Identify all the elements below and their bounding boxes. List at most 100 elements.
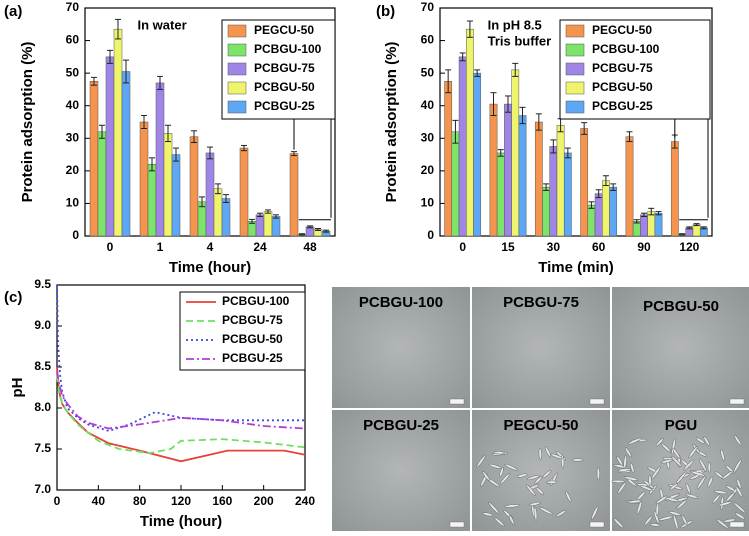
cell xyxy=(504,504,520,508)
x-tick-label: 0 xyxy=(107,240,114,254)
bar xyxy=(587,204,596,237)
image-label: PGU xyxy=(665,417,698,434)
error-bar xyxy=(679,233,686,236)
bar xyxy=(213,188,223,237)
cell xyxy=(671,438,676,455)
error-bar xyxy=(550,139,557,154)
y-tick-label: 9.0 xyxy=(34,318,51,332)
line-series xyxy=(56,370,306,430)
cell xyxy=(528,501,542,507)
x-axis-label: Time (hour) xyxy=(140,513,222,530)
y-tick-label: 8.0 xyxy=(34,400,51,414)
cell xyxy=(698,458,707,472)
bar xyxy=(692,224,701,237)
error-bar xyxy=(490,92,497,116)
cell xyxy=(669,483,679,491)
x-tick-label: 1 xyxy=(157,240,164,254)
x-tick-label: 120 xyxy=(171,494,191,508)
error-bar xyxy=(535,113,542,131)
cell xyxy=(720,449,725,462)
cell xyxy=(651,466,661,480)
error-bar xyxy=(123,59,129,84)
bar xyxy=(518,115,527,237)
y-tick-label: 0 xyxy=(427,228,434,242)
line-series xyxy=(56,375,306,455)
error-bar xyxy=(91,76,97,86)
bar xyxy=(609,186,618,237)
cell xyxy=(688,446,698,459)
y-tick-label: 50 xyxy=(421,65,435,79)
micrograph: PCBGU-100 xyxy=(332,287,470,408)
legend-swatch xyxy=(565,100,585,114)
error-bar xyxy=(249,218,255,224)
bar xyxy=(289,153,299,237)
bar xyxy=(473,72,482,237)
cell xyxy=(712,494,721,504)
y-tick-label: 60 xyxy=(421,33,435,47)
cell xyxy=(533,506,538,521)
cell xyxy=(735,486,743,498)
y-axis-label: Protein adsorption (%) xyxy=(383,42,400,203)
legend-label: PEGCU-50 xyxy=(592,23,652,37)
cell xyxy=(681,515,688,526)
annotation: In water xyxy=(138,17,187,32)
legend-label: PCBGU-75 xyxy=(222,313,283,327)
cell xyxy=(713,490,728,495)
cell xyxy=(671,455,683,467)
x-tick-label: 40 xyxy=(92,494,106,508)
bar xyxy=(121,71,131,237)
legend-swatch xyxy=(227,62,247,76)
y-tick-label: 50 xyxy=(66,65,80,79)
cell xyxy=(668,511,682,516)
error-bar xyxy=(157,75,163,90)
error-bar xyxy=(648,207,655,216)
error-bar xyxy=(497,149,504,157)
bar xyxy=(147,164,157,237)
bar xyxy=(221,198,231,237)
cell xyxy=(707,476,714,488)
cell xyxy=(733,502,746,514)
error-bar xyxy=(173,147,179,162)
legend-swatch xyxy=(565,81,585,95)
significance-bracket xyxy=(293,113,332,218)
y-tick-label: 7.0 xyxy=(34,482,51,496)
cell xyxy=(556,510,567,517)
cell xyxy=(499,473,511,485)
bar xyxy=(632,221,641,237)
cell xyxy=(653,510,660,524)
bar xyxy=(139,121,149,237)
error-bar xyxy=(149,157,155,172)
y-tick-label: 7.5 xyxy=(34,441,51,455)
image-label: PEGCU-50 xyxy=(503,417,578,434)
image-label: PCBGU-25 xyxy=(363,417,439,434)
bar xyxy=(563,152,572,237)
error-bar xyxy=(257,212,263,217)
legend-swatch xyxy=(227,81,247,95)
y-tick-label: 70 xyxy=(66,0,80,14)
image-bg xyxy=(332,287,470,408)
x-tick-label: 80 xyxy=(133,494,147,508)
error-bar xyxy=(693,223,700,227)
error-bar xyxy=(452,119,459,144)
error-bar xyxy=(273,214,279,219)
error-bar xyxy=(323,229,329,233)
cell xyxy=(707,461,711,473)
bar xyxy=(271,216,281,237)
panel-label: (a) xyxy=(4,3,22,20)
cell xyxy=(658,516,673,521)
cell xyxy=(476,455,486,468)
y-tick-label: 20 xyxy=(66,163,80,177)
legend-swatch xyxy=(565,24,585,38)
legend-swatch xyxy=(227,24,247,38)
cell xyxy=(649,523,661,527)
annotation: In pH 8.5 xyxy=(488,17,542,32)
x-tick-label: 48 xyxy=(303,240,317,254)
panel-label: (c) xyxy=(4,289,22,306)
cell xyxy=(508,514,515,525)
legend-label: PCBGU-75 xyxy=(254,61,315,75)
cell xyxy=(736,478,742,489)
error-bar xyxy=(291,151,297,157)
cell xyxy=(644,515,653,526)
cell xyxy=(655,495,668,504)
